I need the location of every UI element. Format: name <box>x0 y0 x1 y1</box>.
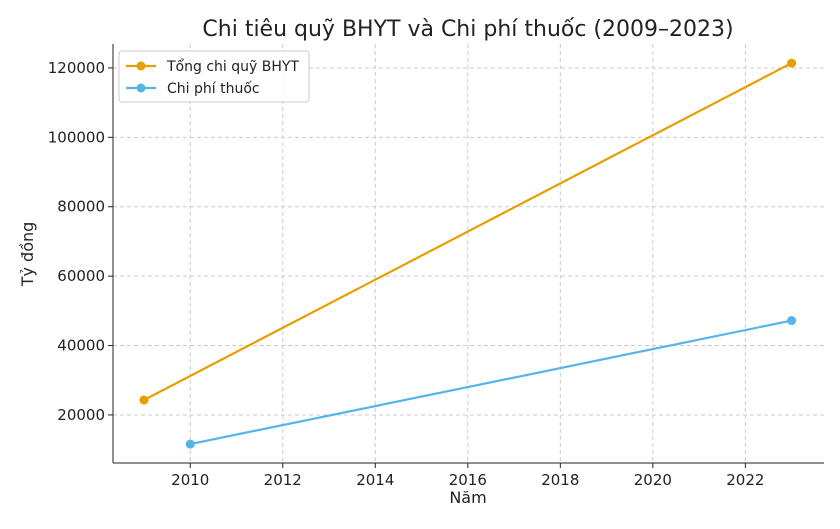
series-line <box>143 62 793 401</box>
data-point <box>139 395 149 405</box>
data-point <box>787 58 797 68</box>
x-tick-label: 2010 <box>171 471 209 489</box>
series-layer <box>139 58 797 449</box>
chart-title: Chi tiêu quỹ BHYT và Chi phí thuốc (2009… <box>202 17 733 42</box>
legend-label: Chi phí thuốc <box>167 80 260 97</box>
x-tick-label: 2018 <box>541 471 579 489</box>
x-tick-label: 2012 <box>264 471 302 489</box>
y-tick-label: 120000 <box>48 59 105 77</box>
y-tick-label: 80000 <box>57 198 105 216</box>
y-tick-label: 20000 <box>57 406 105 424</box>
y-axis-label: Tỷ đồng <box>18 222 37 288</box>
series-line <box>190 319 792 446</box>
grid <box>113 44 824 463</box>
x-axis-label: Năm <box>449 488 486 507</box>
y-tick-label: 100000 <box>48 128 105 146</box>
y-tick-label: 60000 <box>57 267 105 285</box>
y-tick-label: 40000 <box>57 337 105 355</box>
x-tick-label: 2020 <box>634 471 672 489</box>
x-tick-label: 2014 <box>356 471 394 489</box>
legend-marker <box>136 83 146 93</box>
x-tick-label: 2016 <box>449 471 487 489</box>
data-point <box>787 316 797 326</box>
axes: 2010 2012 2014 2016 2018 2020 2022 20000 40000 60… <box>48 44 824 489</box>
data-point <box>185 439 195 449</box>
legend: Tổng chi quỹ BHYT Chi phí thuốc <box>118 50 310 103</box>
x-tick-label: 2022 <box>726 471 764 489</box>
legend-marker <box>136 61 146 71</box>
legend-label: Tổng chi quỹ BHYT <box>166 58 299 75</box>
